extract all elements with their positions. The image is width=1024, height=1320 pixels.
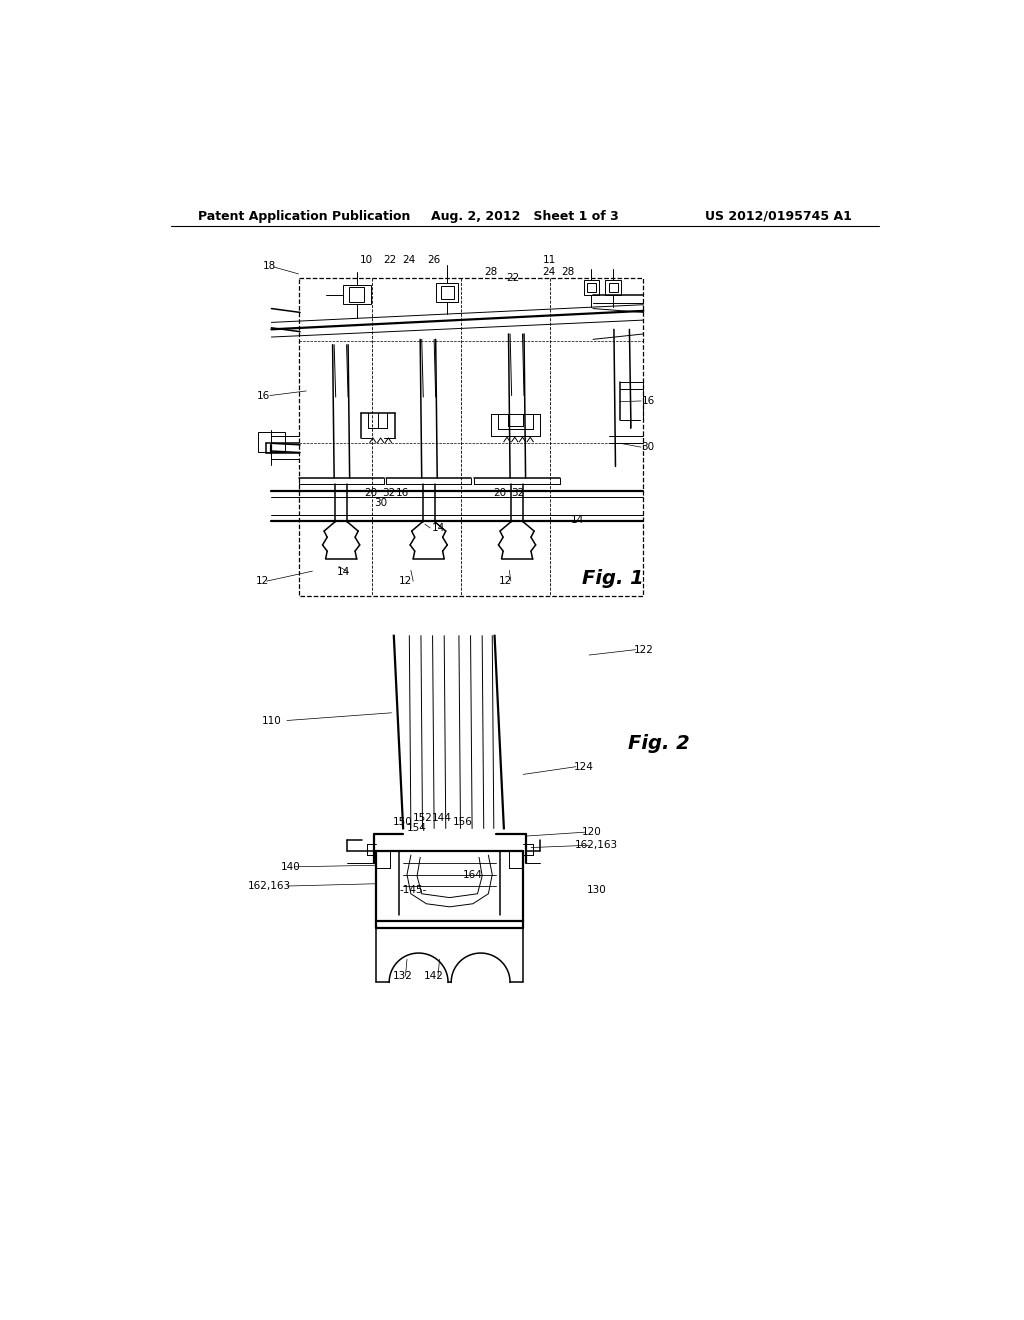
Text: 30: 30 [641,442,653,453]
Text: 142: 142 [424,972,444,981]
Text: 16: 16 [395,488,409,499]
Bar [584,280,599,296]
Text: 28: 28 [484,268,498,277]
Text: Fig. 1: Fig. 1 [582,569,643,587]
Text: 150: 150 [393,817,413,828]
Text: 32: 32 [511,488,524,499]
Text: 110: 110 [261,715,282,726]
Text: 164: 164 [463,870,482,879]
Bar [608,284,617,293]
Text: 14: 14 [431,523,444,533]
Bar [441,286,454,298]
Text: 16: 16 [642,396,655,407]
Text: 18: 18 [263,261,276,271]
Bar [587,284,596,293]
Text: 20: 20 [364,488,377,499]
Text: 140: 140 [281,862,301,871]
Text: 11: 11 [543,255,556,265]
Text: 20: 20 [494,488,507,499]
Bar [436,284,458,302]
Text: 12: 12 [255,576,268,586]
Text: 22: 22 [383,255,396,265]
Text: Fig. 2: Fig. 2 [628,734,690,754]
Bar [258,432,285,451]
Bar [605,280,621,296]
Text: -145-: -145- [399,884,427,895]
Text: US 2012/0195745 A1: US 2012/0195745 A1 [705,210,852,223]
Text: 120: 120 [582,828,601,837]
Bar [299,277,643,595]
Text: 152: 152 [413,813,432,822]
Text: 32: 32 [382,488,395,499]
Text: 22: 22 [506,273,519,282]
Text: 162,163: 162,163 [248,880,292,891]
Text: 14: 14 [337,566,350,577]
Text: 130: 130 [587,884,607,895]
Text: 144: 144 [432,813,452,822]
Text: 12: 12 [499,576,512,586]
Bar [343,285,371,304]
Text: 12: 12 [398,576,412,586]
Text: 30: 30 [374,499,387,508]
Text: 14: 14 [570,515,584,525]
Text: 162,163: 162,163 [575,841,618,850]
Text: 24: 24 [542,268,555,277]
Text: 10: 10 [360,255,374,265]
Text: 132: 132 [393,972,413,981]
Text: 16: 16 [257,391,270,400]
Text: 122: 122 [634,644,653,655]
Text: 24: 24 [402,255,416,265]
Text: Aug. 2, 2012   Sheet 1 of 3: Aug. 2, 2012 Sheet 1 of 3 [431,210,618,223]
Text: 156: 156 [453,817,473,828]
Text: 26: 26 [427,255,440,265]
Text: 124: 124 [573,762,594,772]
Text: Patent Application Publication: Patent Application Publication [198,210,411,223]
Text: 28: 28 [561,268,574,277]
Bar [349,286,365,302]
Text: 154: 154 [407,824,426,833]
